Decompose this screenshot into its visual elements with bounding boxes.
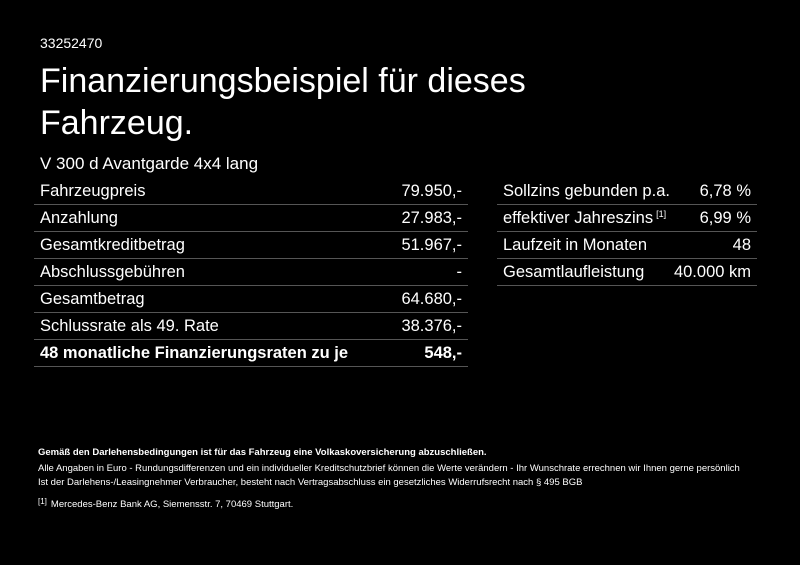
row-label: Fahrzeugpreis [40, 182, 145, 201]
label-text: Gesamtkreditbetrag [40, 235, 185, 254]
terms-table: Sollzins gebunden p.a. 6,78 % effektiver J… [497, 178, 757, 286]
row-label: effektiver Jahreszins [1] [503, 209, 666, 228]
row-value: 6,99 % [699, 208, 751, 227]
row-value: 64.680,- [401, 289, 462, 308]
row-value: 6,78 % [699, 181, 751, 200]
row-value: 40.000 km [673, 262, 751, 281]
vehicle-id: 33252470 [40, 35, 103, 51]
table-row: Schlussrate als 49. Rate 38.376,- [34, 313, 468, 340]
row-label: Schlussrate als 49. Rate [40, 317, 219, 336]
label-text: Gesamtlaufleistung [503, 262, 645, 281]
footer-line: Ist der Darlehens-/Leasingnehmer Verbrau… [38, 477, 583, 488]
footer: Gemäß den Darlehensbedingungen ist für d… [38, 446, 740, 512]
row-value: 38.376,- [401, 316, 462, 335]
row-value: - [456, 262, 463, 281]
row-label: Sollzins gebunden p.a. [503, 182, 670, 201]
table-row: effektiver Jahreszins [1] 6,99 % [497, 205, 757, 232]
label-text: Gesamtbetrag [40, 289, 145, 308]
row-value: 548,- [424, 343, 462, 362]
finance-table: Fahrzeugpreis 79.950,- Anzahlung 27.983,- Ge… [34, 178, 468, 367]
row-label: Gesamtkreditbetrag [40, 236, 185, 255]
label-text: 48 monatliche Finanzierungsraten zu je [40, 343, 349, 362]
table-row: Abschlussgebühren - [34, 259, 468, 286]
row-value: 79.950,- [401, 181, 462, 200]
label-text: Anzahlung [40, 208, 118, 227]
table-row: Gesamtlaufleistung 40.000 km [497, 259, 757, 286]
table-row: Anzahlung 27.983,- [34, 205, 468, 232]
row-label: Laufzeit in Monaten [503, 236, 647, 255]
row-value: 27.983,- [401, 208, 462, 227]
table-row: Gesamtbetrag 64.680,- [34, 286, 468, 313]
footnote-marker: [1] [656, 208, 667, 219]
footnote: [1] Mercedes-Benz Bank AG, Siemensstr. 7,… [38, 495, 740, 513]
row-label: Gesamtbetrag [40, 290, 145, 309]
table-row: 48 monatliche Finanzierungsraten zu je 54… [34, 340, 468, 367]
table-row: Sollzins gebunden p.a. 6,78 % [497, 178, 757, 205]
footer-line: Alle Angaben in Euro - Rundungsdifferenz… [38, 462, 740, 474]
model-name: V 300 d Avantgarde 4x4 lang [40, 154, 259, 173]
row-label: Gesamtlaufleistung [503, 263, 644, 282]
label-text: Laufzeit in Monaten [503, 235, 648, 254]
row-value: 51.967,- [401, 235, 462, 254]
row-label: Abschlussgebühren [40, 263, 185, 282]
footnote-marker: [1] [38, 496, 47, 506]
table-row: Fahrzeugpreis 79.950,- [34, 178, 468, 205]
notice: Gemäß den Darlehensbedingungen ist für d… [38, 447, 487, 458]
label-text: Sollzins gebunden p.a. [503, 181, 670, 200]
label-text: Schlussrate als 49. Rate [40, 316, 219, 335]
label-text: Fahrzeugpreis [40, 181, 146, 200]
row-label: 48 monatliche Finanzierungsraten zu je [40, 344, 348, 363]
label-text: Abschlussgebühren [40, 262, 185, 281]
row-value: 48 [732, 235, 751, 254]
row-label: Anzahlung [40, 209, 118, 228]
table-row: Laufzeit in Monaten 48 [497, 232, 757, 259]
label-text: effektiver Jahreszins [503, 208, 654, 227]
title: Finanzierungsbeispiel für dieses Fahrzeu… [40, 62, 526, 142]
footnote-text: Mercedes-Benz Bank AG, Siemensstr. 7, 70… [50, 498, 294, 510]
table-row: Gesamtkreditbetrag 51.967,- [34, 232, 468, 259]
